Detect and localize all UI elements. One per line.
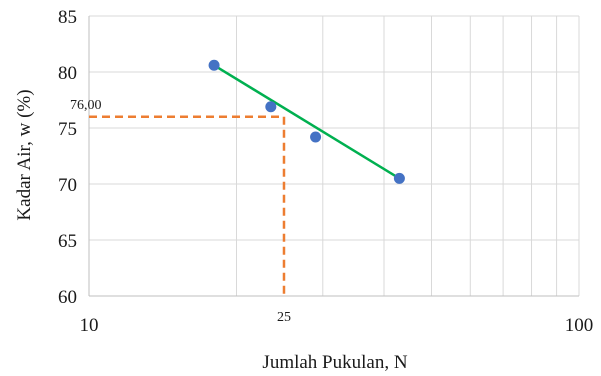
x-axis-title: Jumlah Pukulan, N xyxy=(262,352,407,373)
grid xyxy=(89,15,580,296)
y-tick-label: 85 xyxy=(58,7,77,28)
y-tick-label: 65 xyxy=(58,231,77,252)
data-points xyxy=(208,59,405,184)
x-tick-label: 10 xyxy=(80,315,99,336)
data-point xyxy=(393,172,405,184)
data-point xyxy=(310,131,322,143)
data-point xyxy=(208,59,220,71)
y-tick-label: 80 xyxy=(58,63,77,84)
tick-labels: 60 65 70 75 80 85 10 100 xyxy=(58,7,593,336)
data-point xyxy=(265,101,277,113)
trendline-group xyxy=(213,64,401,180)
reference-y-label: 76,00 xyxy=(70,98,102,113)
axes xyxy=(88,16,579,297)
y-axis-title: Kadar Air, w (%) xyxy=(14,89,35,220)
reference-lines: 76,00 25 xyxy=(70,98,291,325)
y-tick-label: 60 xyxy=(58,287,77,308)
y-tick-label: 75 xyxy=(58,119,77,140)
trendline xyxy=(213,64,401,180)
y-tick-label: 70 xyxy=(58,175,77,196)
x-tick-label: 100 xyxy=(565,315,594,336)
reference-x-label: 25 xyxy=(277,310,291,325)
